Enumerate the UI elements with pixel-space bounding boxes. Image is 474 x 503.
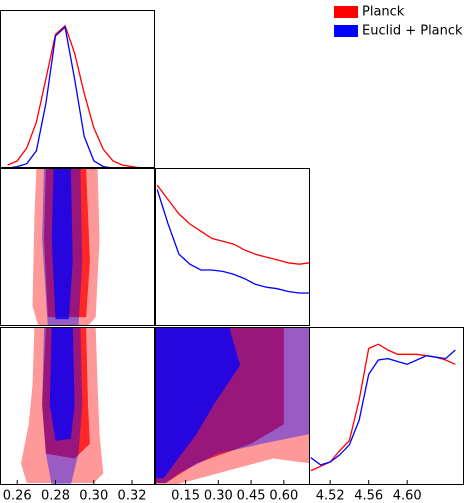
panel-frame: [0, 327, 155, 485]
x-tick-label: 4.60: [393, 489, 422, 503]
panel: [32, 168, 100, 326]
panel-frame: [0, 10, 155, 168]
panel: [7, 24, 152, 168]
x-tick-label: 0.45: [237, 489, 266, 503]
contour-region: [155, 327, 241, 479]
x-tick-label: 4.52: [316, 489, 345, 503]
x-tick-label: 4.56: [354, 489, 383, 503]
line: [310, 349, 456, 466]
x-tick-label: 0.30: [79, 489, 108, 503]
panel: [156, 184, 310, 294]
legend-label: Planck: [362, 5, 405, 20]
contour-region: [51, 168, 73, 320]
x-tick-label: 0.32: [118, 489, 147, 503]
line: [156, 189, 310, 294]
panel-frame: [309, 327, 464, 485]
x-tick-label: 0.15: [171, 489, 200, 503]
line: [7, 24, 152, 168]
x-tick-label: 0.30: [204, 489, 233, 503]
x-tick-label: 0.26: [3, 489, 32, 503]
contour-region: [49, 327, 75, 441]
x-tick-label: 0.60: [269, 489, 298, 503]
x-tick-label: 0.28: [41, 489, 70, 503]
panel-frame: [0, 168, 155, 326]
panel-frame: [155, 168, 310, 326]
line: [310, 343, 456, 472]
line: [156, 184, 310, 265]
panel: [21, 327, 104, 485]
line: [7, 25, 152, 168]
panel: [155, 327, 310, 485]
legend-swatch: [334, 6, 358, 18]
legend-swatch: [334, 25, 358, 37]
legend-label: Euclid + Planck: [362, 24, 463, 39]
panel: [310, 343, 456, 472]
